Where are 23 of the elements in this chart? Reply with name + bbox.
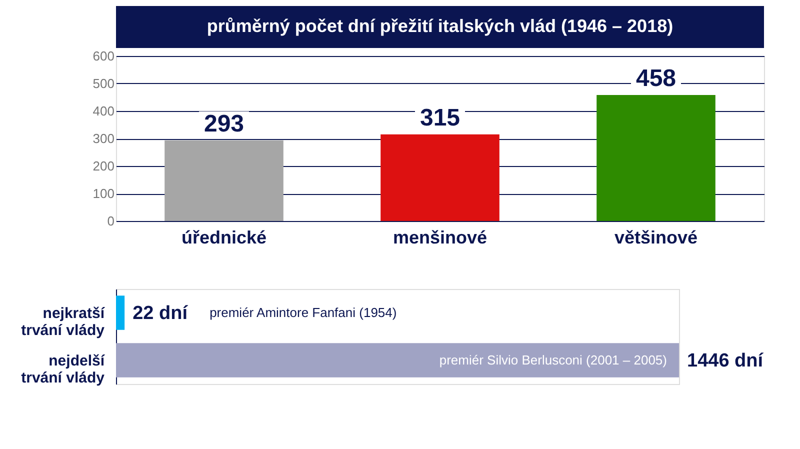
- y-tick-label: 0: [107, 214, 114, 228]
- y-tick-label: 500: [92, 76, 114, 91]
- data-label: 458: [636, 65, 676, 92]
- x-tick-label: většinové: [614, 228, 698, 248]
- y-tick-label: 300: [92, 131, 114, 146]
- annotation: premiér Amintore Fanfani (1954): [210, 304, 397, 320]
- y-tick-label: 400: [92, 104, 114, 118]
- bar: [380, 134, 500, 221]
- y-tick-label: 600: [92, 48, 114, 64]
- annotation: premiér Silvio Berlusconi (2001 – 2005): [439, 352, 667, 368]
- y-tick-label: nejdelší trvání vlády: [21, 352, 106, 386]
- bar: [164, 140, 284, 221]
- y-tick-label: 100: [92, 186, 114, 201]
- y-tick-label: 200: [92, 158, 114, 174]
- data-label: 22 dní: [132, 302, 188, 324]
- data-label: 293: [204, 110, 244, 138]
- data-label: 315: [420, 104, 460, 132]
- x-tick-label: úřednické: [181, 228, 267, 248]
- bar: [596, 95, 716, 221]
- data-label: 1446 dní: [687, 350, 764, 372]
- chart-title: průměrný počet dní přežití italských vlád (1946 – 2018): [206, 16, 674, 36]
- x-tick-label: menšinové: [392, 228, 488, 248]
- y-tick-label: nejkratší trvání vlády: [21, 304, 106, 339]
